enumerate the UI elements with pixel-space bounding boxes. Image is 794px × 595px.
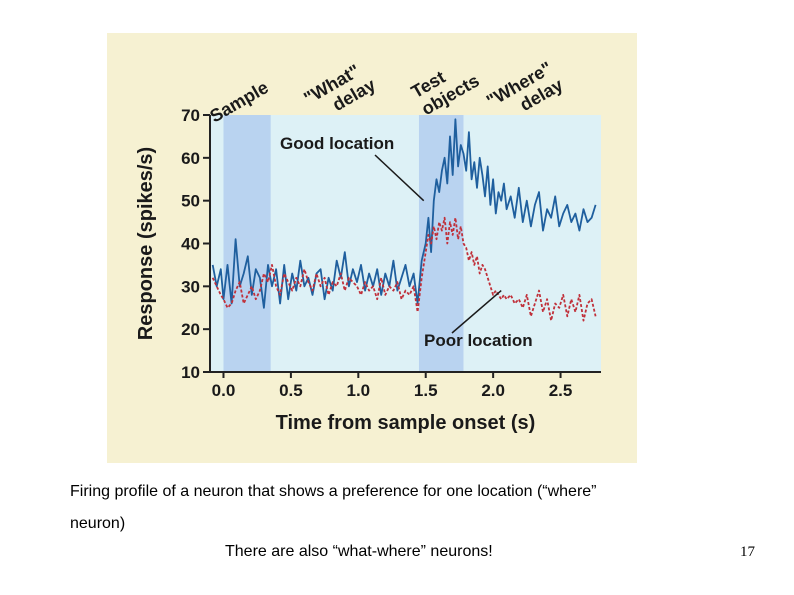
y-tick-label: 40: [181, 235, 200, 254]
x-tick-label: 1.0: [346, 381, 370, 400]
y-axis-title: Response (spikes/s): [135, 147, 157, 340]
y-tick-label: 50: [181, 192, 200, 211]
x-tick-label: 2.0: [481, 381, 505, 400]
y-tick-label: 20: [181, 320, 200, 339]
phase-shade-0: [223, 115, 271, 372]
x-axis-title: Time from sample onset (s): [276, 412, 536, 434]
caption-line-1: Firing profile of a neuron that shows a …: [70, 483, 597, 500]
annotation-poor-location: Poor location: [424, 331, 533, 350]
plot-background: [210, 115, 601, 372]
caption-line-2: neuron): [70, 515, 126, 532]
figure-panel: Sample "What" delay Test objects "Where" delay…: [107, 33, 637, 463]
caption-line-3: There are also “what-where” neurons!: [225, 543, 493, 560]
x-tick-label: 2.5: [549, 381, 573, 400]
x-tick-label: 0.0: [212, 381, 236, 400]
series-line-good-location: [211, 118, 597, 309]
annotation-good-location: Good location: [280, 134, 394, 153]
y-tick-label: 70: [181, 106, 200, 125]
y-tick-label: 60: [181, 149, 200, 168]
annotation-pointer-good: [374, 154, 425, 202]
x-tick-label: 0.5: [279, 381, 303, 400]
slide-number: 17: [740, 544, 755, 560]
y-tick-label: 10: [181, 363, 200, 382]
series-line-poor-location: [211, 216, 597, 322]
annotation-pointer-poor: [451, 290, 502, 334]
x-tick-label: 1.5: [414, 381, 438, 400]
y-tick-label: 30: [181, 277, 200, 296]
